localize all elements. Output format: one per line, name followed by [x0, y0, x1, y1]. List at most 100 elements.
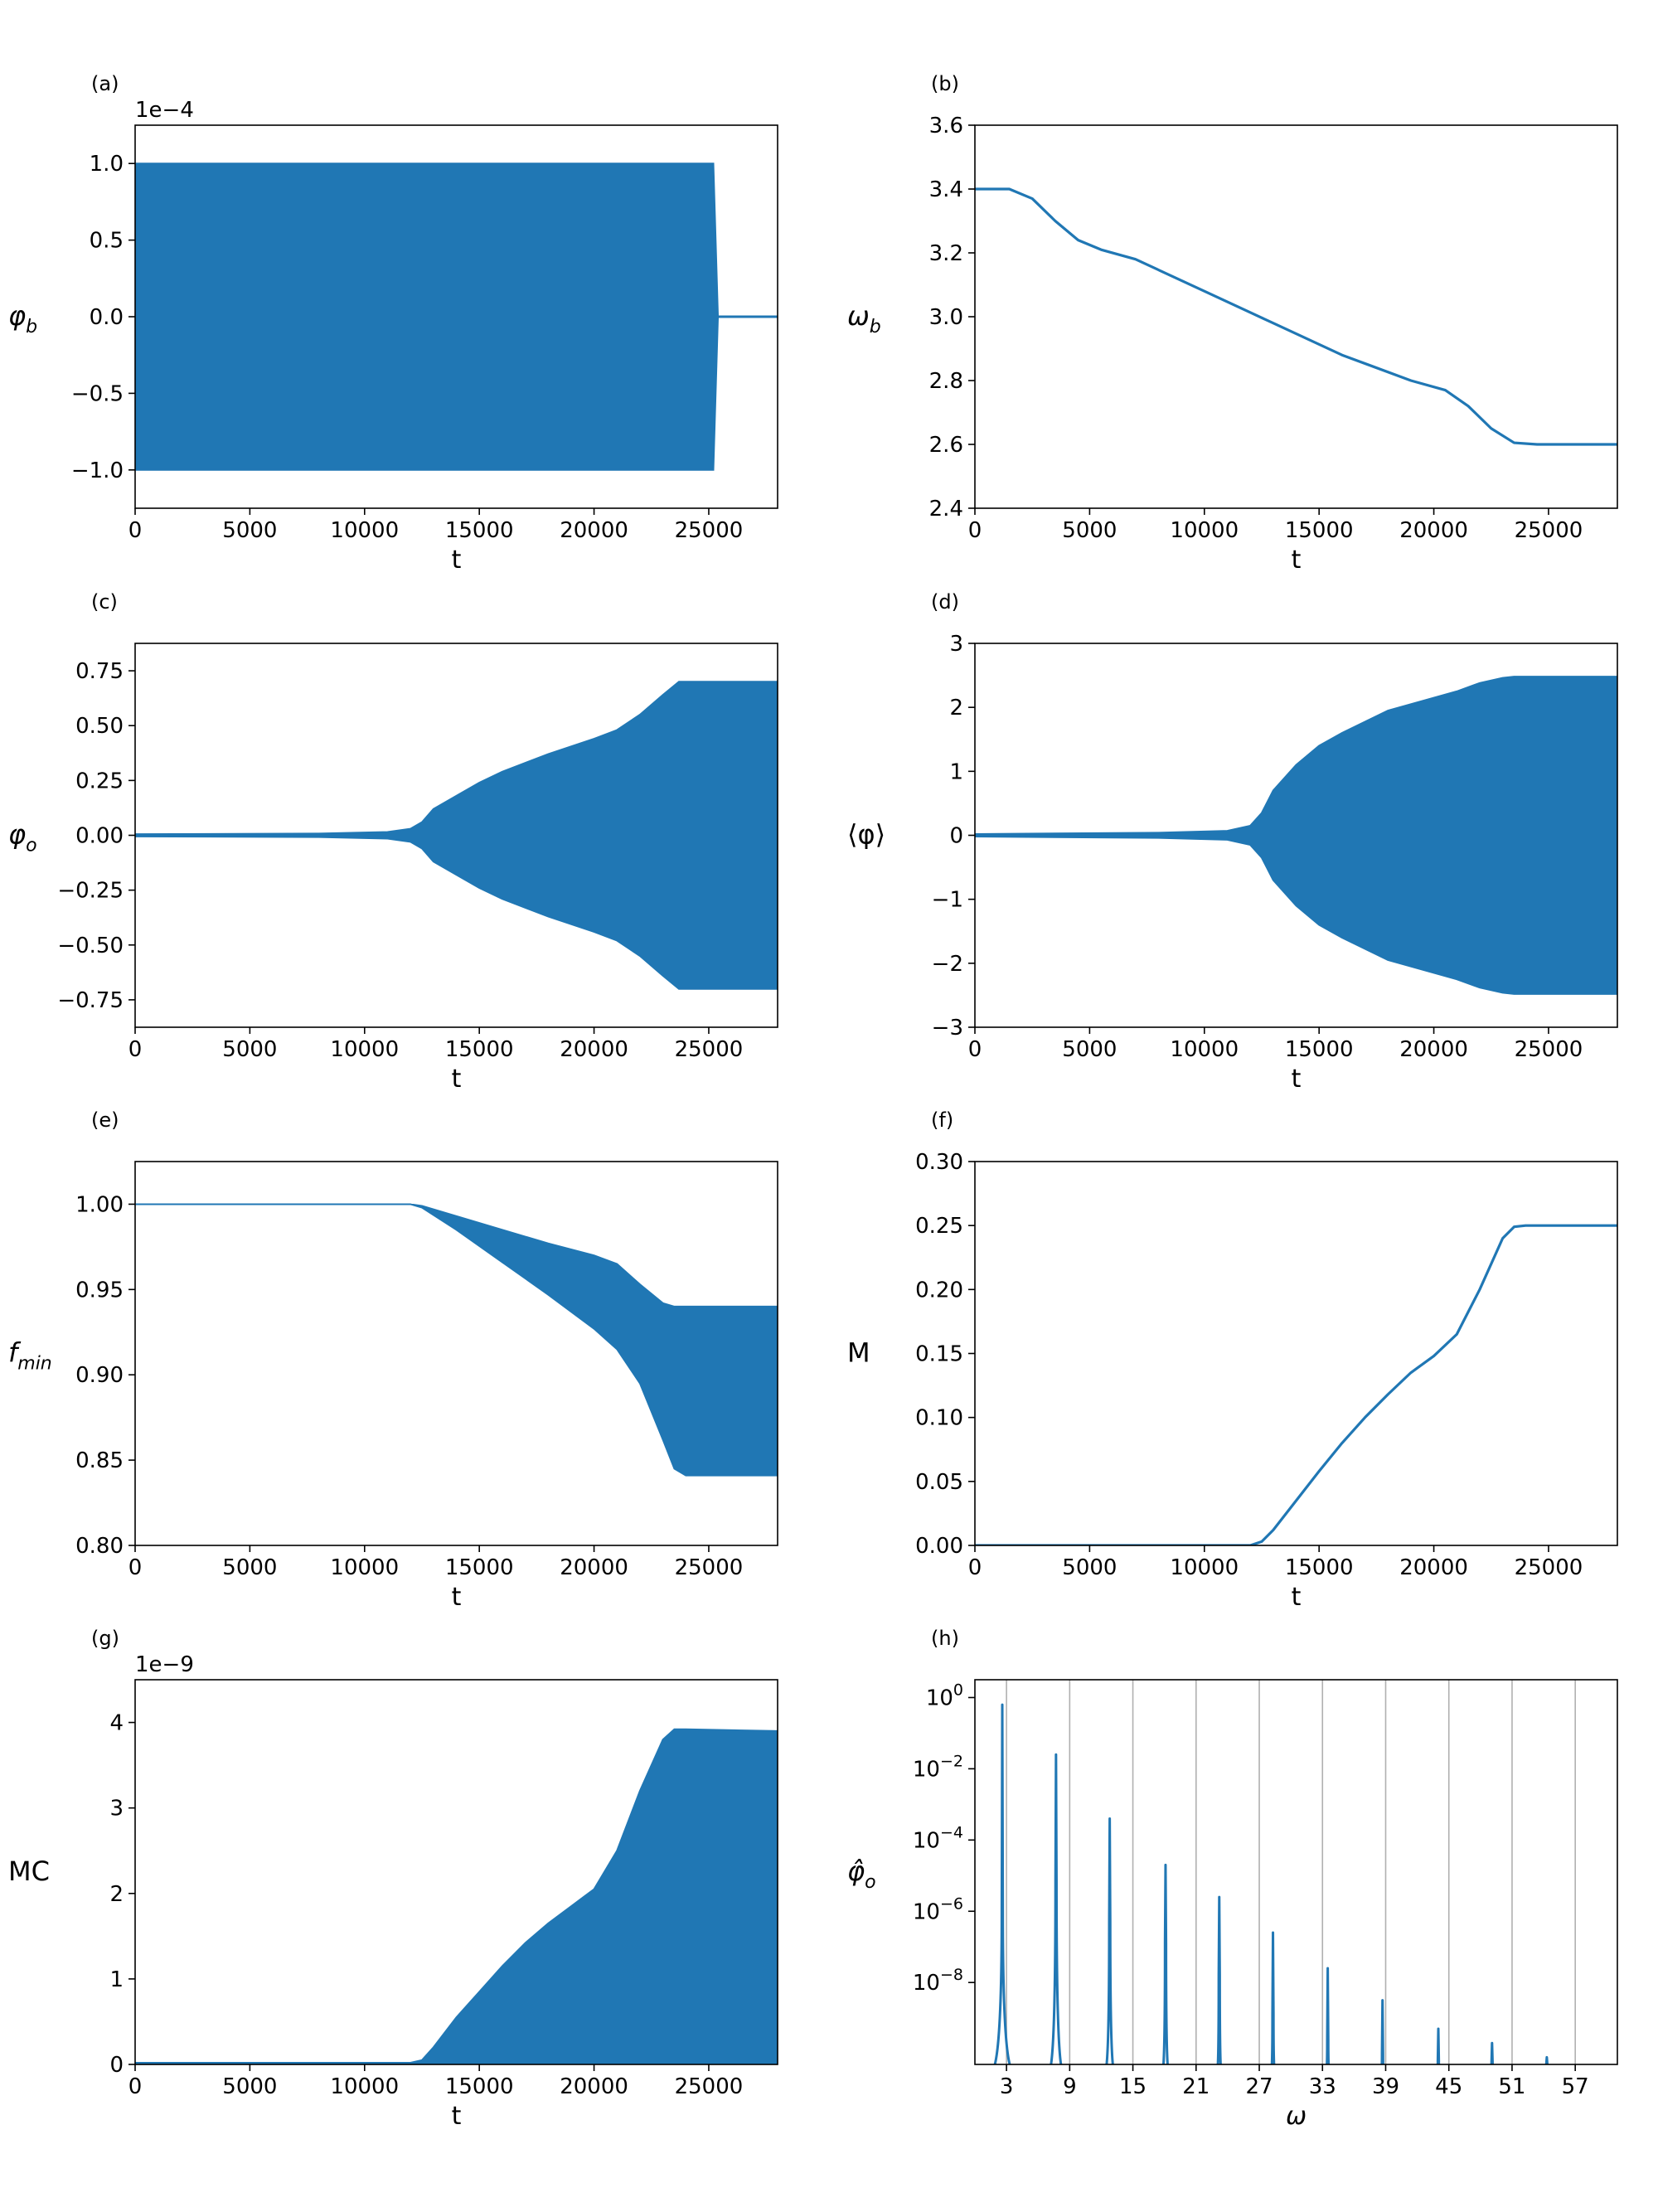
- x-tick-label: 20000: [560, 2074, 628, 2099]
- x-tick-label: 10000: [1170, 1555, 1239, 1580]
- axes-frame: [134, 1161, 778, 1546]
- plot-area: [135, 681, 778, 990]
- x-tick-label: 20000: [1399, 518, 1468, 543]
- y-tick-label: 10−8: [913, 1966, 963, 1996]
- spectrum-peak: [1161, 1863, 1169, 2064]
- y-tick-label: 2.6: [929, 433, 963, 458]
- y-tick-label: −0.5: [71, 381, 124, 406]
- peak-line: [1161, 1863, 1169, 2064]
- x-tick-label: 15000: [445, 1555, 514, 1580]
- x-tick-label: 0: [128, 2074, 143, 2099]
- y-tick-base: 10: [913, 1757, 940, 1782]
- x-tick-label: 5000: [1062, 1555, 1117, 1580]
- y-tick-label: 0.15: [915, 1342, 963, 1367]
- spectrum-peak: [1436, 2027, 1441, 2064]
- plot-area: [993, 1703, 1549, 2064]
- y-tick-label: 10−4: [913, 1823, 963, 1853]
- y-tick-label: 0.50: [75, 714, 124, 739]
- y-tick-label: 100: [926, 1681, 963, 1710]
- y-axis-label: fmin: [8, 1337, 52, 1375]
- y-tick-label: 0.95: [75, 1278, 124, 1302]
- panel-b: 0 5000 10000 15000 20000 25000 3.6 3.4 3.2 3.0 2.8…: [847, 72, 1618, 575]
- y-tick-label: −3: [932, 1016, 963, 1041]
- y-tick-base: 10: [913, 1899, 940, 1924]
- peak-line: [1490, 2041, 1494, 2064]
- y-tick-exponent: −6: [940, 1894, 963, 1913]
- x-tick-label: 15000: [445, 518, 514, 543]
- y-axis-label-main: φ̂: [847, 1855, 865, 1887]
- y-axis-label: φ̂o: [847, 1855, 876, 1893]
- peak-line: [1050, 1753, 1063, 2064]
- x-tick-label: 15000: [1285, 518, 1354, 543]
- panel-d: 0 5000 10000 15000 20000 25000 3 2 1 0 −1 −2 −3 t ⟨φ⟩ (…: [847, 590, 1618, 1094]
- x-axis-label: t: [452, 2102, 462, 2131]
- y-tick-label: 1.0: [90, 152, 124, 177]
- y-tick-label: 4: [109, 1711, 124, 1736]
- spectrum-peak: [1050, 1753, 1063, 2064]
- y-tick-label: 3: [949, 632, 963, 657]
- x-tick-label: 15000: [445, 2074, 514, 2099]
- y-tick-label: −2: [932, 952, 963, 977]
- y-axis-label-sub: o: [26, 836, 36, 856]
- y-tick-label: 0.0: [90, 305, 124, 330]
- y-tick-label: 3: [109, 1797, 124, 1822]
- x-tick-label: 45: [1435, 2074, 1462, 2099]
- peak-line: [1216, 1895, 1222, 2064]
- y-tick-exponent: −2: [940, 1752, 963, 1770]
- plot-area: [135, 1203, 778, 1477]
- x-tick-label: 15000: [445, 1037, 514, 1062]
- x-tick-label: 5000: [222, 518, 277, 543]
- x-tick-label: 5000: [222, 1037, 277, 1062]
- y-tick-label: 1: [949, 759, 963, 784]
- series-line: [975, 1224, 1617, 1545]
- y-tick-label: 0.80: [75, 1534, 124, 1559]
- peak-line: [1326, 1967, 1331, 2064]
- y-tick-label: 0: [949, 824, 963, 849]
- y-tick-base: 10: [926, 1686, 953, 1710]
- y-tick-label: 2: [109, 1882, 124, 1907]
- panel-h: 3 9 15 21 27 33 39 45 51 5710010−210−410−610−8ωφ̂…: [847, 1627, 1618, 2131]
- x-tick-label: 25000: [675, 1555, 744, 1580]
- panel-label: (f): [931, 1108, 953, 1132]
- x-tick-label: 25000: [1515, 518, 1583, 543]
- spectrum-peak: [993, 1703, 1011, 2064]
- y-tick-label: 3.0: [929, 305, 963, 330]
- x-tick-label: 9: [1063, 2074, 1077, 2099]
- y-tick-label: 0.25: [75, 769, 124, 793]
- peak-line: [1270, 1931, 1276, 2064]
- x-tick-label: 0: [968, 1555, 982, 1580]
- y-axis-label-main: φ: [8, 819, 26, 851]
- y-tick-label: 3.4: [929, 177, 963, 202]
- y-tick-label: 0.00: [75, 824, 124, 849]
- plot-area: [135, 1728, 778, 2064]
- x-tick-label: 25000: [675, 518, 744, 543]
- y-tick-label: 2.4: [929, 497, 963, 521]
- y-tick-label: 10−6: [913, 1894, 963, 1924]
- y-axis-label-sub: b: [26, 317, 37, 337]
- y-tick-label: 0.25: [915, 1214, 963, 1239]
- y-axis-label-sub: min: [17, 1354, 52, 1375]
- y-axis-label: MC: [8, 1855, 50, 1887]
- y-tick-label: 10−2: [913, 1752, 963, 1782]
- x-tick-label: 25000: [1515, 1037, 1583, 1062]
- y-tick-label: 3.2: [929, 241, 963, 266]
- x-axis-label: t: [452, 1583, 462, 1612]
- x-tick-label: 25000: [675, 1037, 744, 1062]
- spectrum-peak: [1270, 1931, 1276, 2064]
- spectrum-peak: [1326, 1967, 1331, 2064]
- x-tick-label: 15: [1119, 2074, 1147, 2099]
- x-tick-label: 10000: [1170, 1037, 1239, 1062]
- panel-label: (c): [91, 590, 118, 614]
- y-tick-label: 0.20: [915, 1278, 963, 1302]
- x-tick-label: 20000: [560, 1037, 628, 1062]
- x-axis-label: t: [452, 1065, 462, 1094]
- x-tick-label: 25000: [675, 2074, 744, 2099]
- y-axis-label: ⟨φ⟩: [847, 819, 885, 851]
- y-axis-label: ωb: [847, 300, 881, 337]
- x-tick-label: 0: [128, 1037, 143, 1062]
- y-tick-label: 1: [109, 1967, 124, 1992]
- y-tick-label: −1: [932, 888, 963, 913]
- y-tick-label: 2: [949, 696, 963, 720]
- x-tick-label: 5000: [222, 1555, 277, 1580]
